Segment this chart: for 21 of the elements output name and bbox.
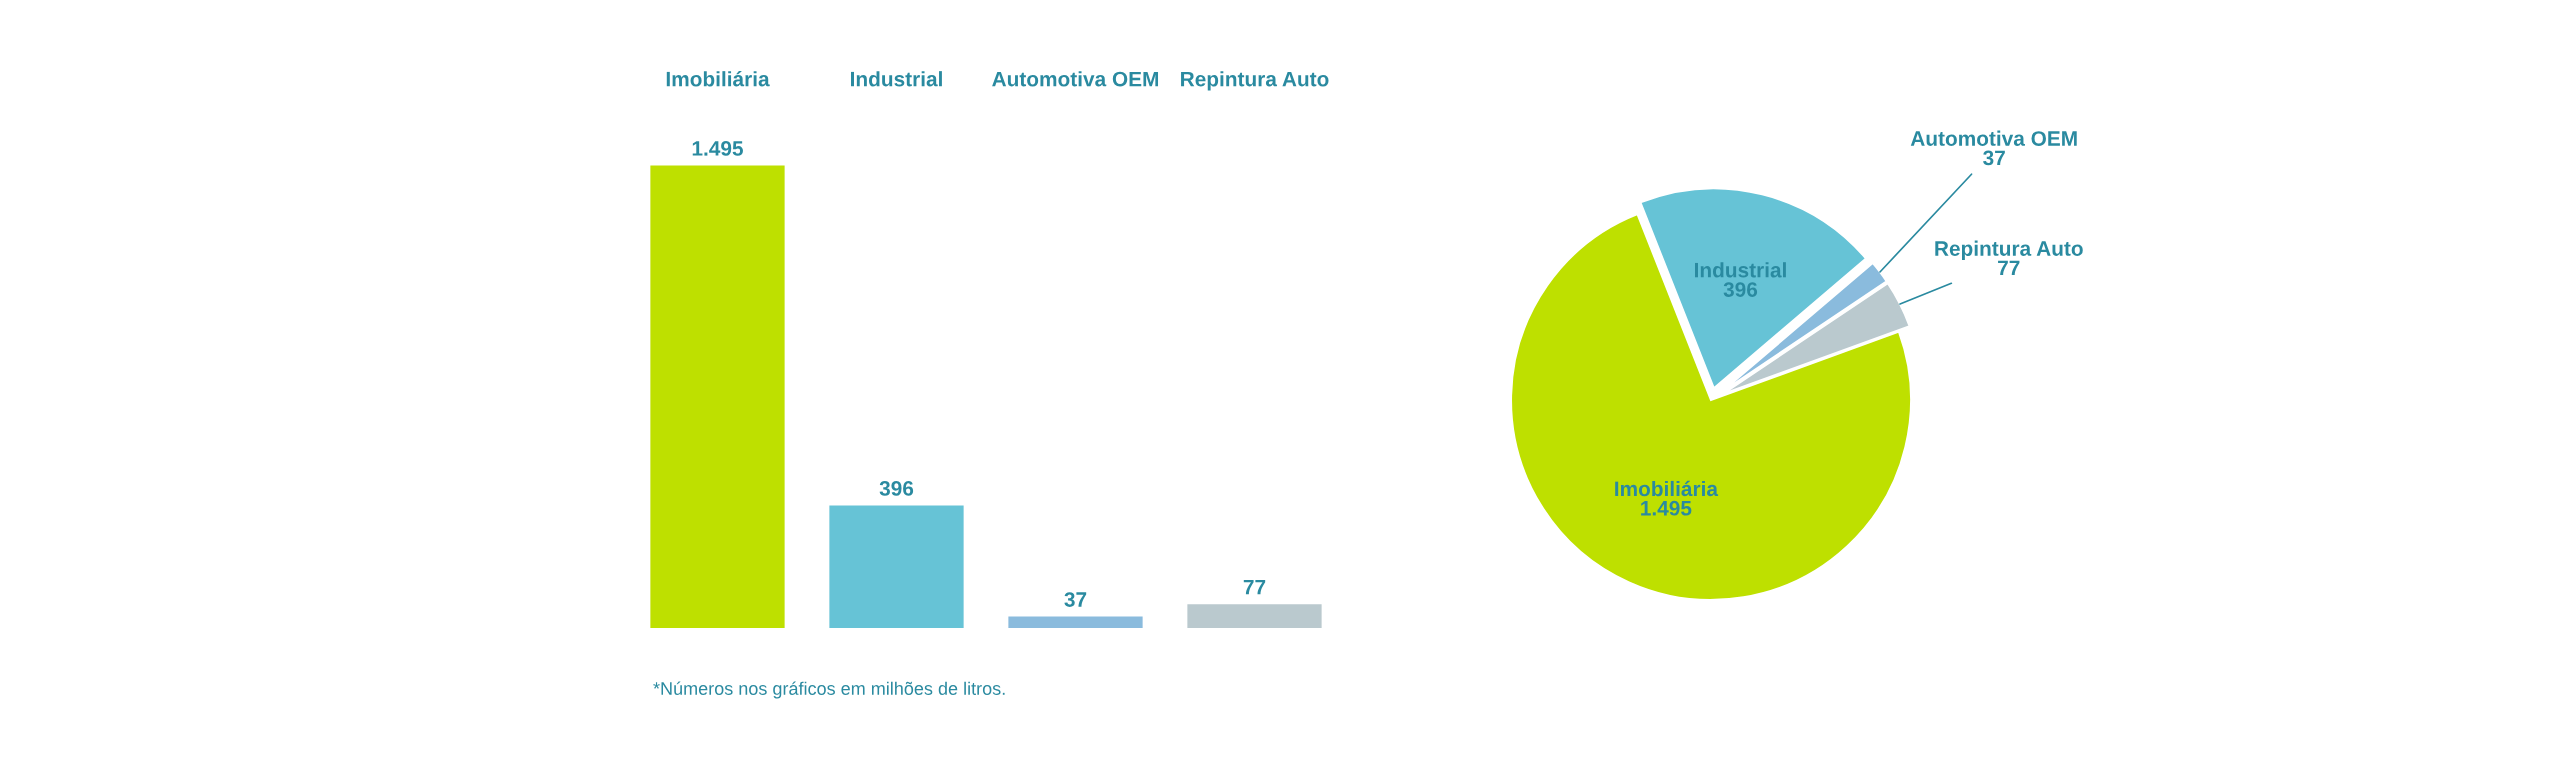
slice-label: Automotiva OEM — [1910, 130, 2077, 146]
data-label: 1.495 — [692, 141, 743, 156]
data-label: 37 — [1983, 150, 2005, 166]
x-tick-label: Repintura Auto — [1181, 71, 1329, 91]
data-label: 77 — [1243, 579, 1266, 595]
data-label: 396 — [879, 481, 914, 496]
data-label: 37 — [1064, 592, 1087, 607]
slice-label: Repintura Auto — [1935, 240, 2083, 260]
bar — [829, 505, 964, 628]
x-tick-label: Automotiva OEM — [992, 71, 1159, 87]
bar — [650, 165, 785, 628]
bar — [1008, 616, 1143, 628]
bar — [1187, 604, 1322, 628]
data-label: 77 — [1998, 260, 2020, 276]
slice-label: Imobiliária — [1615, 480, 1719, 497]
data-label: 1.495 — [1641, 500, 1692, 516]
text: *Números nos gráficos em milhões de litros. — [653, 681, 1005, 699]
x-tick-label: Industrial — [851, 71, 942, 87]
data-label: 396 — [1723, 282, 1758, 297]
slice-label: Industrial — [1694, 262, 1786, 278]
x-tick-label: Imobiliária — [666, 70, 770, 87]
